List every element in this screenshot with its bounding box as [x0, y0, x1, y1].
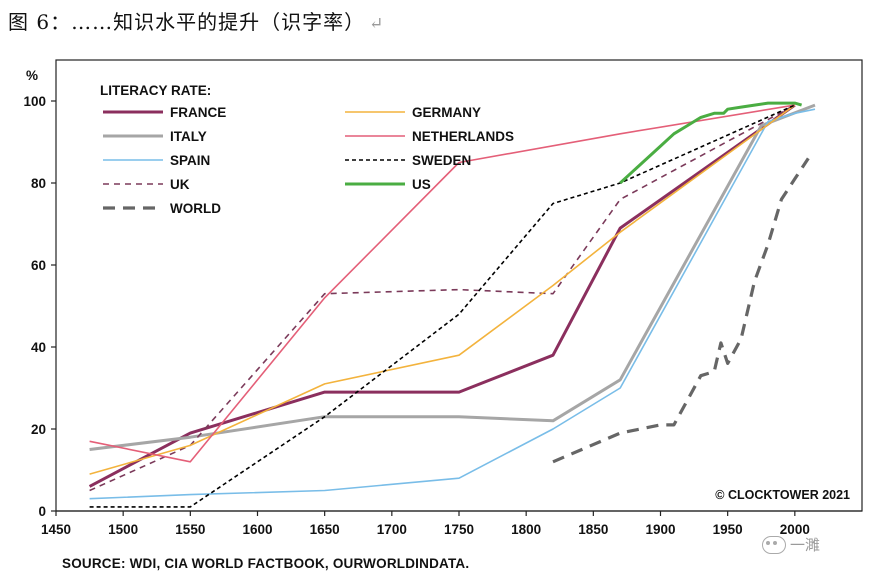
paragraph-mark-icon: ↵	[369, 14, 385, 34]
watermark-text: 一濉	[790, 537, 821, 554]
x-tick-label: 1750	[444, 522, 474, 537]
series-line-germany	[89, 104, 796, 475]
legend-label-italy: ITALY	[170, 129, 207, 144]
series-line-spain	[89, 108, 816, 500]
copyright-annotation: © CLOCKTOWER 2021	[715, 488, 850, 502]
caption-text: 图 6：……知识水平的提升（识字率）	[8, 10, 366, 34]
y-tick-label: 100	[23, 94, 46, 109]
x-tick-label: 1600	[242, 522, 272, 537]
source-note: SOURCE: WDI, CIA WORLD FACTBOOK, OURWORL…	[62, 556, 470, 571]
series-line-france	[88, 103, 796, 488]
wechat-icon	[762, 535, 786, 554]
y-tick-label: 60	[31, 258, 46, 273]
x-tick-label: 1550	[175, 522, 205, 537]
x-tick-label: 1850	[578, 522, 608, 537]
legend-label-spain: SPAIN	[170, 153, 210, 168]
x-tick-label: 1800	[511, 522, 541, 537]
y-tick-label: 80	[31, 176, 46, 191]
legend-label-france: FRANCE	[170, 105, 226, 120]
legend-label-uk: UK	[170, 177, 190, 192]
series-line-world	[552, 157, 810, 464]
x-tick-label: 1700	[377, 522, 407, 537]
series-line-us	[619, 101, 803, 185]
y-tick-label: 40	[31, 340, 46, 355]
x-tick-label: 2000	[780, 522, 810, 537]
x-tick-label: 1650	[310, 522, 340, 537]
legend-label-germany: GERMANY	[412, 105, 481, 120]
figure-caption: 图 6：……知识水平的提升（识字率） ↵	[8, 6, 384, 35]
legend-title: LITERACY RATE:	[100, 83, 211, 98]
legend-label-us: US	[412, 177, 431, 192]
x-tick-label: 1500	[108, 522, 138, 537]
x-tick-label: 1450	[41, 522, 71, 537]
watermark: 一濉	[762, 534, 820, 555]
plot-area-frame	[55, 59, 863, 512]
legend-label-world: WORLD	[170, 201, 221, 216]
y-tick-label: 20	[31, 422, 46, 437]
x-tick-label: 1950	[713, 522, 743, 537]
y-axis-label: %	[26, 68, 38, 83]
y-tick-label: 0	[38, 504, 46, 519]
legend-label-netherlands: NETHERLANDS	[412, 129, 514, 144]
legend-label-sweden: SWEDEN	[412, 153, 471, 168]
x-tick-label: 1900	[645, 522, 675, 537]
series-line-netherlands	[89, 104, 795, 463]
